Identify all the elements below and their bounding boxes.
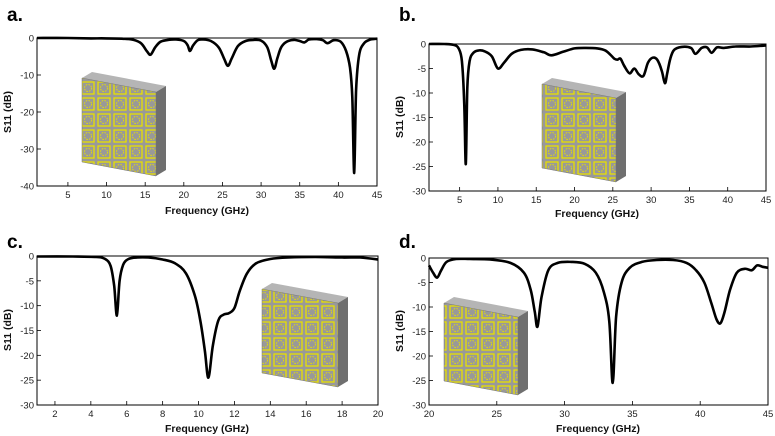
x-tick-label: 45 xyxy=(372,190,383,201)
axis-ticks-c: 2 4 6 8 10 12 14 16 18 20 0 -5 -10 -15 -20 -25 -30 xyxy=(20,252,383,421)
x-tick-label: 40 xyxy=(695,409,706,420)
y-tick-label: 0 xyxy=(29,252,34,263)
x-axis-label-d: Frequency (GHz) xyxy=(556,423,640,435)
s11-curve-d xyxy=(427,257,769,385)
y-tick-label: -10 xyxy=(20,71,34,82)
panel-label-b: b. xyxy=(399,5,416,26)
x-tick-label: 30 xyxy=(646,195,657,206)
x-tick-label: 16 xyxy=(301,409,312,420)
y-tick-label: 0 xyxy=(421,254,426,265)
x-tick-label: 18 xyxy=(337,409,348,420)
y-tick-label: 0 xyxy=(421,40,426,51)
y-tick-label: -20 xyxy=(412,138,426,149)
s11-curve-c xyxy=(36,255,379,380)
x-axis-label-c: Frequency (GHz) xyxy=(165,423,249,435)
y-tick-label: -10 xyxy=(412,303,426,314)
x-tick-label: 6 xyxy=(124,409,129,420)
x-tick-label: 5 xyxy=(457,195,462,206)
x-tick-label: 25 xyxy=(608,195,619,206)
x-tick-label: 25 xyxy=(492,409,503,420)
x-tick-label: 30 xyxy=(559,409,570,420)
panel-a: a. 5 10 15 20 25 30 35 40 45 0 -10 -20 -30 -40 Freque… xyxy=(2,5,382,217)
s11-curve-a xyxy=(36,36,378,175)
inset-unit-cell-b xyxy=(541,78,626,183)
axis-ticks-a: 5 10 15 20 25 30 35 40 45 0 -10 -20 -30 -40 xyxy=(20,34,382,202)
y-tick-label: 0 xyxy=(29,34,34,45)
y-tick-label: -30 xyxy=(412,401,426,412)
y-tick-label: -15 xyxy=(412,113,426,124)
panel-d: d. 20 25 30 35 40 45 0 -5 -10 -15 -20 -25 -30 Freque… xyxy=(394,232,773,435)
x-tick-label: 10 xyxy=(101,190,112,201)
x-tick-label: 20 xyxy=(424,409,435,420)
y-tick-label: -5 xyxy=(26,276,34,287)
x-tick-label: 40 xyxy=(722,195,733,206)
y-axis-label-b: S11 (dB) xyxy=(394,96,406,138)
panel-label-c: c. xyxy=(7,232,23,253)
x-axis-label-a: Frequency (GHz) xyxy=(165,205,249,217)
y-tick-label: -30 xyxy=(412,187,426,198)
y-tick-label: -10 xyxy=(412,89,426,100)
s11-curve-b xyxy=(428,42,767,166)
y-axis-label-d: S11 (dB) xyxy=(394,310,406,352)
x-tick-label: 30 xyxy=(256,190,267,201)
x-tick-label: 20 xyxy=(569,195,580,206)
x-tick-label: 35 xyxy=(627,409,638,420)
y-tick-label: -25 xyxy=(412,162,426,173)
y-tick-label: -30 xyxy=(20,145,34,156)
x-tick-label: 14 xyxy=(265,409,276,420)
panel-c: c. 2 4 6 8 10 12 14 16 18 20 0 -5 -10 -15 -20 -25 -30 Fr… xyxy=(2,232,383,435)
y-axis-label-a: S11 (dB) xyxy=(2,91,14,133)
y-axis-label-c: S11 (dB) xyxy=(2,309,14,351)
inset-unit-cell-a xyxy=(81,72,166,177)
y-tick-label: -25 xyxy=(20,376,34,387)
x-tick-label: 10 xyxy=(193,409,204,420)
y-tick-label: -40 xyxy=(20,182,34,193)
y-tick-label: -15 xyxy=(412,327,426,338)
x-tick-label: 35 xyxy=(684,195,695,206)
x-tick-label: 12 xyxy=(229,409,240,420)
y-tick-label: -5 xyxy=(418,278,426,289)
x-tick-label: 35 xyxy=(294,190,305,201)
panel-b: b. 5 10 15 20 25 30 35 40 45 0 -5 -10 -15 -20 -25 -30 F… xyxy=(394,5,771,220)
x-tick-label: 2 xyxy=(52,409,57,420)
x-tick-label: 25 xyxy=(217,190,228,201)
x-axis-label-b: Frequency (GHz) xyxy=(555,208,639,220)
x-tick-label: 45 xyxy=(761,195,772,206)
inset-unit-cell-c xyxy=(261,283,348,388)
y-tick-label: -15 xyxy=(20,326,34,337)
x-tick-label: 20 xyxy=(179,190,190,201)
panel-label-a: a. xyxy=(7,5,23,26)
y-tick-label: -10 xyxy=(20,301,34,312)
y-tick-label: -20 xyxy=(20,108,34,119)
x-tick-label: 20 xyxy=(373,409,384,420)
inset-unit-cell-d xyxy=(443,297,528,396)
panel-label-d: d. xyxy=(399,232,416,253)
axis-ticks-d: 20 25 30 35 40 45 0 -5 -10 -15 -20 -25 -30 xyxy=(412,254,773,421)
x-tick-label: 15 xyxy=(140,190,151,201)
x-tick-label: 10 xyxy=(493,195,504,206)
x-tick-label: 40 xyxy=(333,190,344,201)
x-tick-label: 8 xyxy=(160,409,165,420)
y-tick-label: -25 xyxy=(412,376,426,387)
y-tick-label: -30 xyxy=(20,401,34,412)
y-tick-label: -5 xyxy=(418,64,426,75)
x-tick-label: 5 xyxy=(65,190,70,201)
x-tick-label: 4 xyxy=(88,409,93,420)
x-tick-label: 15 xyxy=(531,195,542,206)
axis-ticks-b: 5 10 15 20 25 30 35 40 45 0 -5 -10 -15 -20 -25 -30 xyxy=(412,40,771,207)
y-tick-label: -20 xyxy=(20,351,34,362)
y-tick-label: -20 xyxy=(412,352,426,363)
x-tick-label: 45 xyxy=(763,409,774,420)
